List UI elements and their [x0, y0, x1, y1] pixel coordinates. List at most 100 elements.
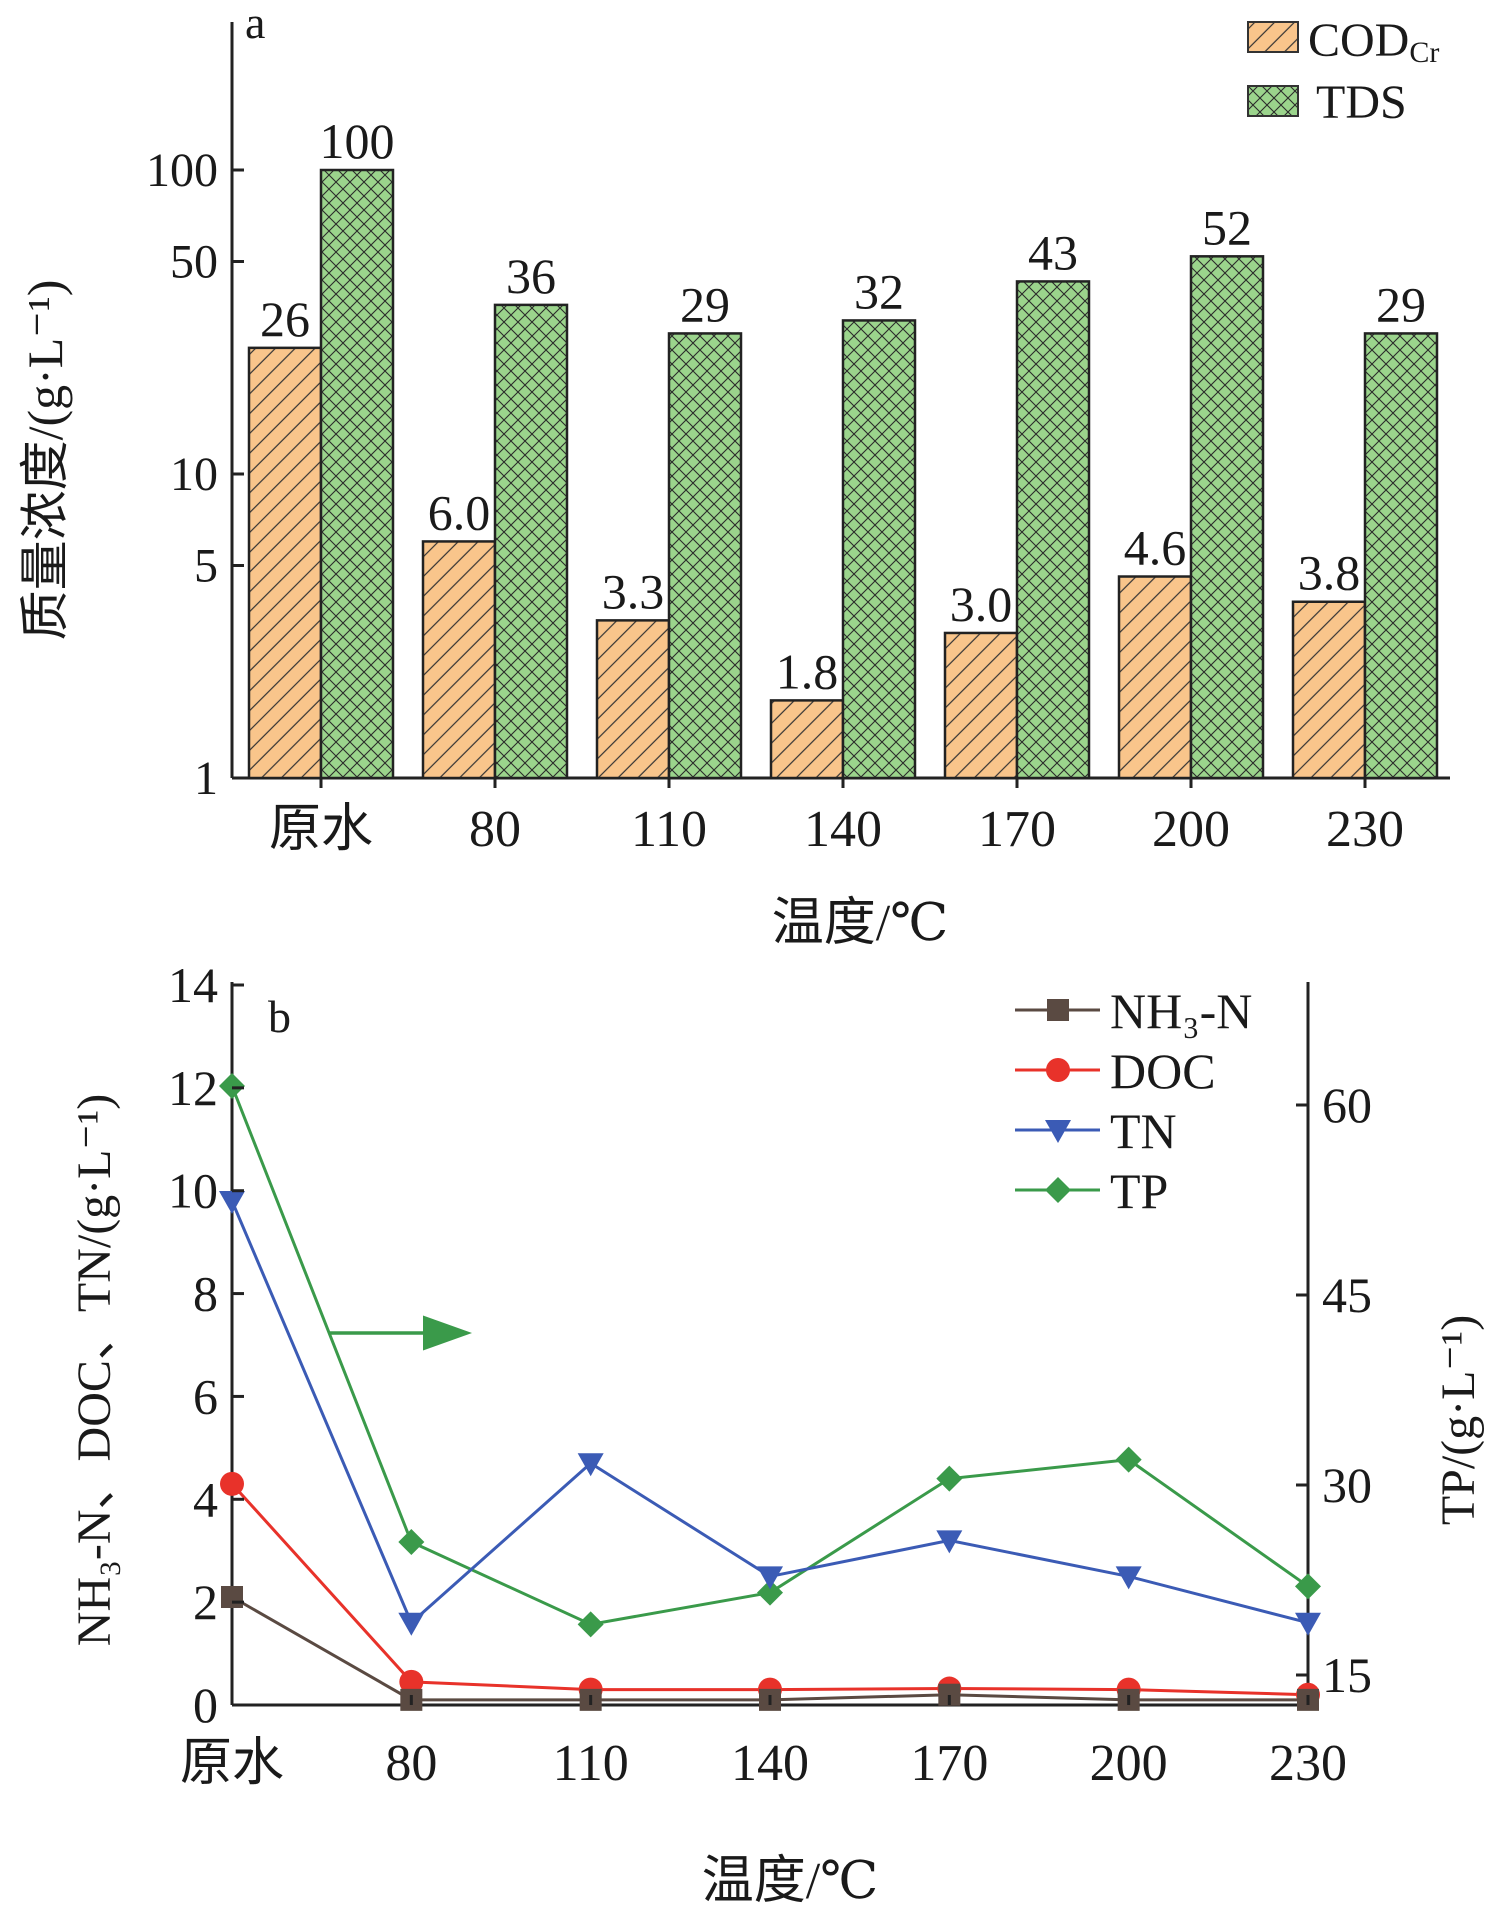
panel-b-x-tick-label: 200	[1090, 1735, 1168, 1792]
bar-cod	[1291, 600, 1367, 780]
panel-b-left-tick-label: 2	[193, 1574, 218, 1630]
data-label-tds: 43	[1028, 224, 1078, 280]
panel-b-label: b	[268, 991, 291, 1042]
legend-label-tn: TN	[1110, 1103, 1177, 1159]
panel-a-plot-frame	[232, 22, 1450, 778]
panel-b-x-ticks: 原水 80 110 140 170 200 230	[180, 1695, 1347, 1792]
panel-a-y-tick-label: 1	[194, 752, 218, 805]
panel-b-right-tick-label: 60	[1322, 1077, 1372, 1133]
data-label-cod: 3.8	[1298, 545, 1361, 601]
legend-marker-tp	[1045, 1177, 1071, 1203]
panel-a-x-tick-label: 170	[978, 801, 1056, 858]
point-doc	[399, 1669, 424, 1694]
bar-cod	[769, 699, 845, 780]
point-nhn	[221, 1586, 243, 1608]
panel-a-y-tick-label: 5	[194, 540, 218, 593]
panel-a-y-tick-label: 10	[170, 448, 218, 501]
bar-cod	[247, 346, 323, 780]
panel-b-line-chart: 0 2 4 6 8 10 12 14 15 30 45 60 原水 80 110 140 170 200 230…	[68, 957, 1485, 1910]
bar-cod	[943, 631, 1019, 780]
panel-b-right-tick-label: 15	[1322, 1647, 1372, 1703]
data-label-tds: 36	[506, 248, 556, 304]
bar-tds	[493, 303, 569, 780]
panel-a-x-ticks: 原水 80 110 140 170 200 230	[269, 778, 1404, 858]
legend-label-nhn: NH₃-N	[1110, 983, 1252, 1039]
panel-b-left-tick-label: 8	[193, 1266, 218, 1322]
panel-b-x-tick-label: 原水	[180, 1735, 284, 1792]
point-tn	[577, 1453, 604, 1477]
data-label-tds: 32	[854, 263, 904, 319]
data-label-tds: 100	[320, 113, 395, 169]
legend-marker-doc	[1046, 1058, 1070, 1082]
point-doc	[220, 1471, 244, 1496]
panel-a-x-axis-title: 温度/℃	[772, 895, 949, 952]
bar-tds	[319, 168, 395, 780]
panel-a-bar-chart: 26 100 6.0 36 3.3 29 1.8 32 3.0 43 4.6 52 3.8 29 1 5 10…	[17, 0, 1450, 952]
data-label-cod: 3.0	[950, 576, 1013, 632]
panel-b-x-tick-label: 110	[553, 1735, 629, 1792]
panel-a-x-tick-label: 110	[631, 801, 707, 858]
point-tn	[398, 1612, 425, 1636]
bar-tds	[1015, 280, 1091, 780]
panel-a-data-labels: 26 100 6.0 36 3.3 29 1.8 32 3.0 43 4.6 52 3.8 29	[260, 113, 1426, 699]
panel-b-x-tick-label: 140	[731, 1735, 809, 1792]
point-tn	[219, 1191, 245, 1214]
legend-marker-tn	[1045, 1120, 1071, 1143]
panel-b-right-y-axis-title: TP/(g·L⁻¹)	[1432, 1315, 1485, 1525]
bar-tds	[667, 332, 743, 780]
legend-swatch-cod	[1247, 21, 1299, 53]
bar-tds	[1189, 255, 1265, 780]
panel-b-left-tick-label: 4	[193, 1471, 218, 1527]
bar-cod	[1117, 575, 1193, 780]
panel-a-y-axis-title: 质量浓度/(g·L⁻¹)	[17, 280, 73, 641]
panel-a-axes	[230, 22, 1450, 780]
panel-a-label: a	[245, 0, 265, 48]
point-tp	[757, 1579, 783, 1606]
bar-cod	[421, 540, 497, 780]
data-label-tds: 29	[1376, 276, 1426, 332]
legend-swatch-tds	[1247, 85, 1299, 117]
panel-b-left-tick-label: 14	[168, 957, 218, 1013]
data-label-cod: 4.6	[1124, 520, 1187, 576]
panel-a-bars	[247, 168, 1439, 780]
series-line-tn	[230, 1200, 1309, 1626]
bar-tds	[841, 319, 917, 780]
panel-a-x-tick-label: 原水	[269, 801, 373, 858]
panel-b-x-tick-label: 230	[1269, 1735, 1347, 1792]
bar-tds	[1363, 332, 1439, 780]
point-tp	[219, 1073, 245, 1099]
point-tp	[1115, 1446, 1142, 1473]
panel-b-x-tick-label: 170	[910, 1735, 988, 1792]
legend-label-cod: CODCr	[1308, 14, 1439, 69]
panel-b-left-tick-label: 6	[193, 1368, 218, 1424]
point-tp	[936, 1465, 963, 1492]
panel-a-x-tick-label: 140	[804, 801, 882, 858]
data-label-cod: 3.3	[602, 563, 665, 619]
panel-b-right-y-ticks: 15 30 45 60	[1296, 1077, 1372, 1703]
point-tn	[936, 1530, 963, 1554]
panel-a-legend: CODCr TDS	[1247, 14, 1439, 129]
panel-b-left-y-axis-title: NH₃-N、DOC、TN/(g·L⁻¹)	[68, 1094, 121, 1646]
panel-a-x-tick-label: 80	[469, 801, 521, 858]
panel-a-y-tick-label: 100	[146, 144, 218, 197]
data-label-cod: 6.0	[428, 484, 491, 540]
panel-a-y-ticks: 1 5 10 50 100	[146, 144, 244, 805]
data-label-tds: 29	[680, 276, 730, 332]
panel-b-left-tick-label: 10	[168, 1163, 218, 1219]
legend-label-tds: TDS	[1316, 76, 1407, 129]
panel-b-left-y-ticks: 0 2 4 6 8 10 12 14	[168, 957, 244, 1733]
legend-marker-nhn	[1047, 999, 1069, 1021]
panel-b-right-tick-label: 30	[1322, 1457, 1372, 1513]
panel-a-x-tick-label: 200	[1152, 801, 1230, 858]
point-tp	[577, 1611, 604, 1638]
bar-cod	[595, 619, 671, 780]
data-label-cod: 1.8	[776, 643, 839, 699]
panel-b-right-tick-label: 45	[1322, 1267, 1372, 1323]
point-nhn	[938, 1683, 961, 1706]
point-tn	[1295, 1612, 1321, 1636]
data-label-cod: 26	[260, 291, 310, 347]
point-tp	[1295, 1573, 1321, 1600]
legend-label-doc: DOC	[1110, 1043, 1216, 1099]
